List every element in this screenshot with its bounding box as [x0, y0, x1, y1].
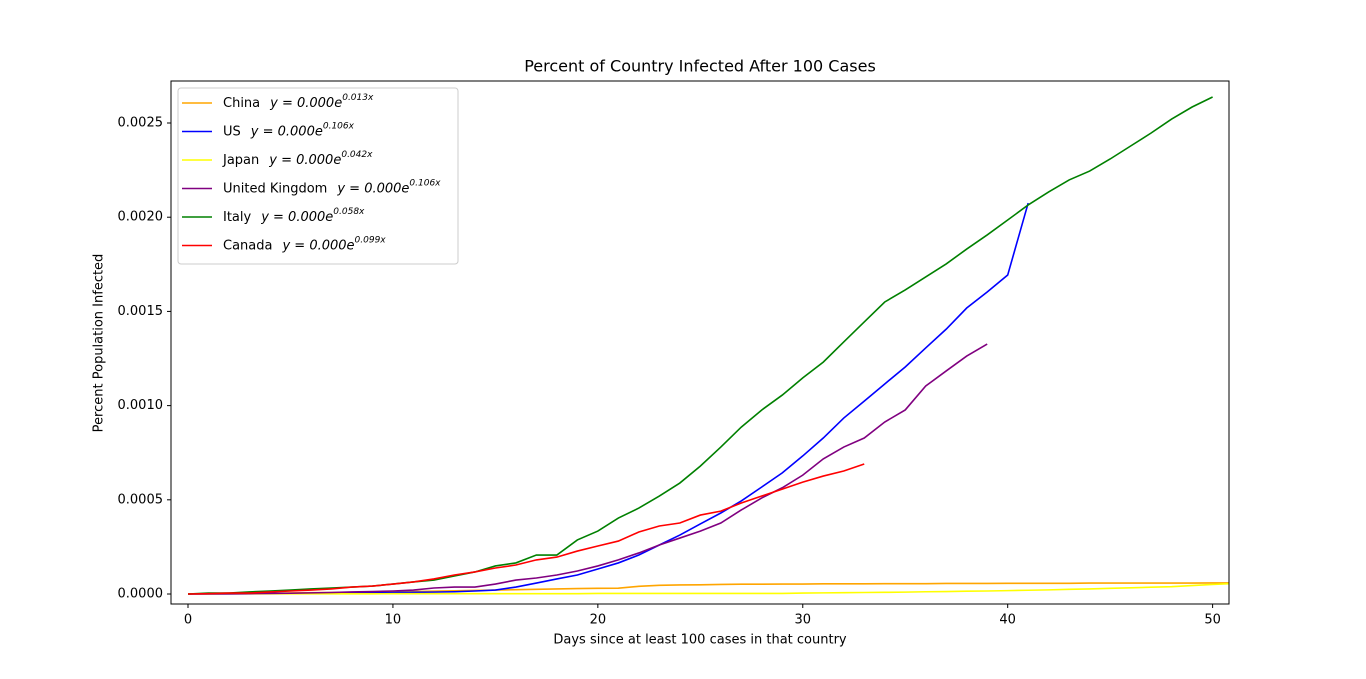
x-axis-label: Days since at least 100 cases in that co… — [553, 633, 847, 648]
legend-name: Canada — [223, 238, 272, 253]
chart-title: Percent of Country Infected After 100 Ca… — [524, 57, 876, 76]
y-tick-label: 0.0015 — [118, 304, 164, 319]
legend-name: China — [223, 96, 260, 111]
legend-fit: y = 0.000e — [336, 181, 409, 196]
legend-name: Italy — [223, 210, 252, 225]
x-tick-label: 20 — [590, 613, 607, 628]
legend-entry: US y = 0.000e0.106x — [223, 121, 355, 139]
y-axis-label: Percent Population Infected — [92, 254, 107, 433]
x-tick-label: 30 — [794, 613, 811, 628]
legend-fit: y = 0.000e — [250, 124, 323, 139]
legend-box — [177, 87, 459, 265]
legend-entry: Canada y = 0.000e0.099x — [223, 235, 386, 253]
legend-fit-exponent: 0.042x — [341, 150, 373, 160]
series-line — [188, 343, 988, 595]
plot-area — [187, 96, 1229, 595]
legend-fit: y = 0.000e — [260, 210, 333, 225]
legend-entry: Japan y = 0.000e0.042x — [222, 150, 373, 168]
legend-fit-exponent: 0.099x — [355, 235, 387, 245]
y-tick-label: 0.0020 — [118, 210, 164, 225]
y-tick-label: 0.0010 — [118, 398, 164, 413]
legend-fit-exponent: 0.106x — [323, 121, 355, 131]
y-tick-label: 0.0005 — [118, 492, 164, 507]
x-tick-label: 0 — [184, 613, 192, 628]
legend-entry: United Kingdom y = 0.000e0.106x — [223, 178, 441, 196]
x-tick-label: 50 — [1204, 613, 1221, 628]
legend-entry: China y = 0.000e0.013x — [223, 93, 374, 111]
x-tick-label: 40 — [999, 613, 1016, 628]
legend-entry: Italy y = 0.000e0.058x — [223, 207, 365, 225]
legend-fit-exponent: 0.058x — [333, 207, 365, 217]
legend-fit: y = 0.000e — [268, 153, 341, 168]
x-tick-label: 10 — [385, 613, 402, 628]
y-tick-label: 0.0000 — [118, 587, 164, 602]
legend-name: United Kingdom — [223, 181, 327, 196]
legend-name: Japan — [222, 153, 259, 168]
legend-fit-exponent: 0.106x — [409, 178, 441, 188]
series-line — [187, 463, 865, 595]
legend-fit: y = 0.000e — [269, 96, 342, 111]
y-tick-label: 0.0025 — [118, 116, 164, 131]
legend-fit: y = 0.000e — [281, 238, 354, 253]
legend-fit-exponent: 0.013x — [342, 93, 374, 103]
legend-name: US — [223, 124, 241, 139]
axes-frame — [170, 80, 1230, 605]
series-line — [188, 582, 1229, 595]
